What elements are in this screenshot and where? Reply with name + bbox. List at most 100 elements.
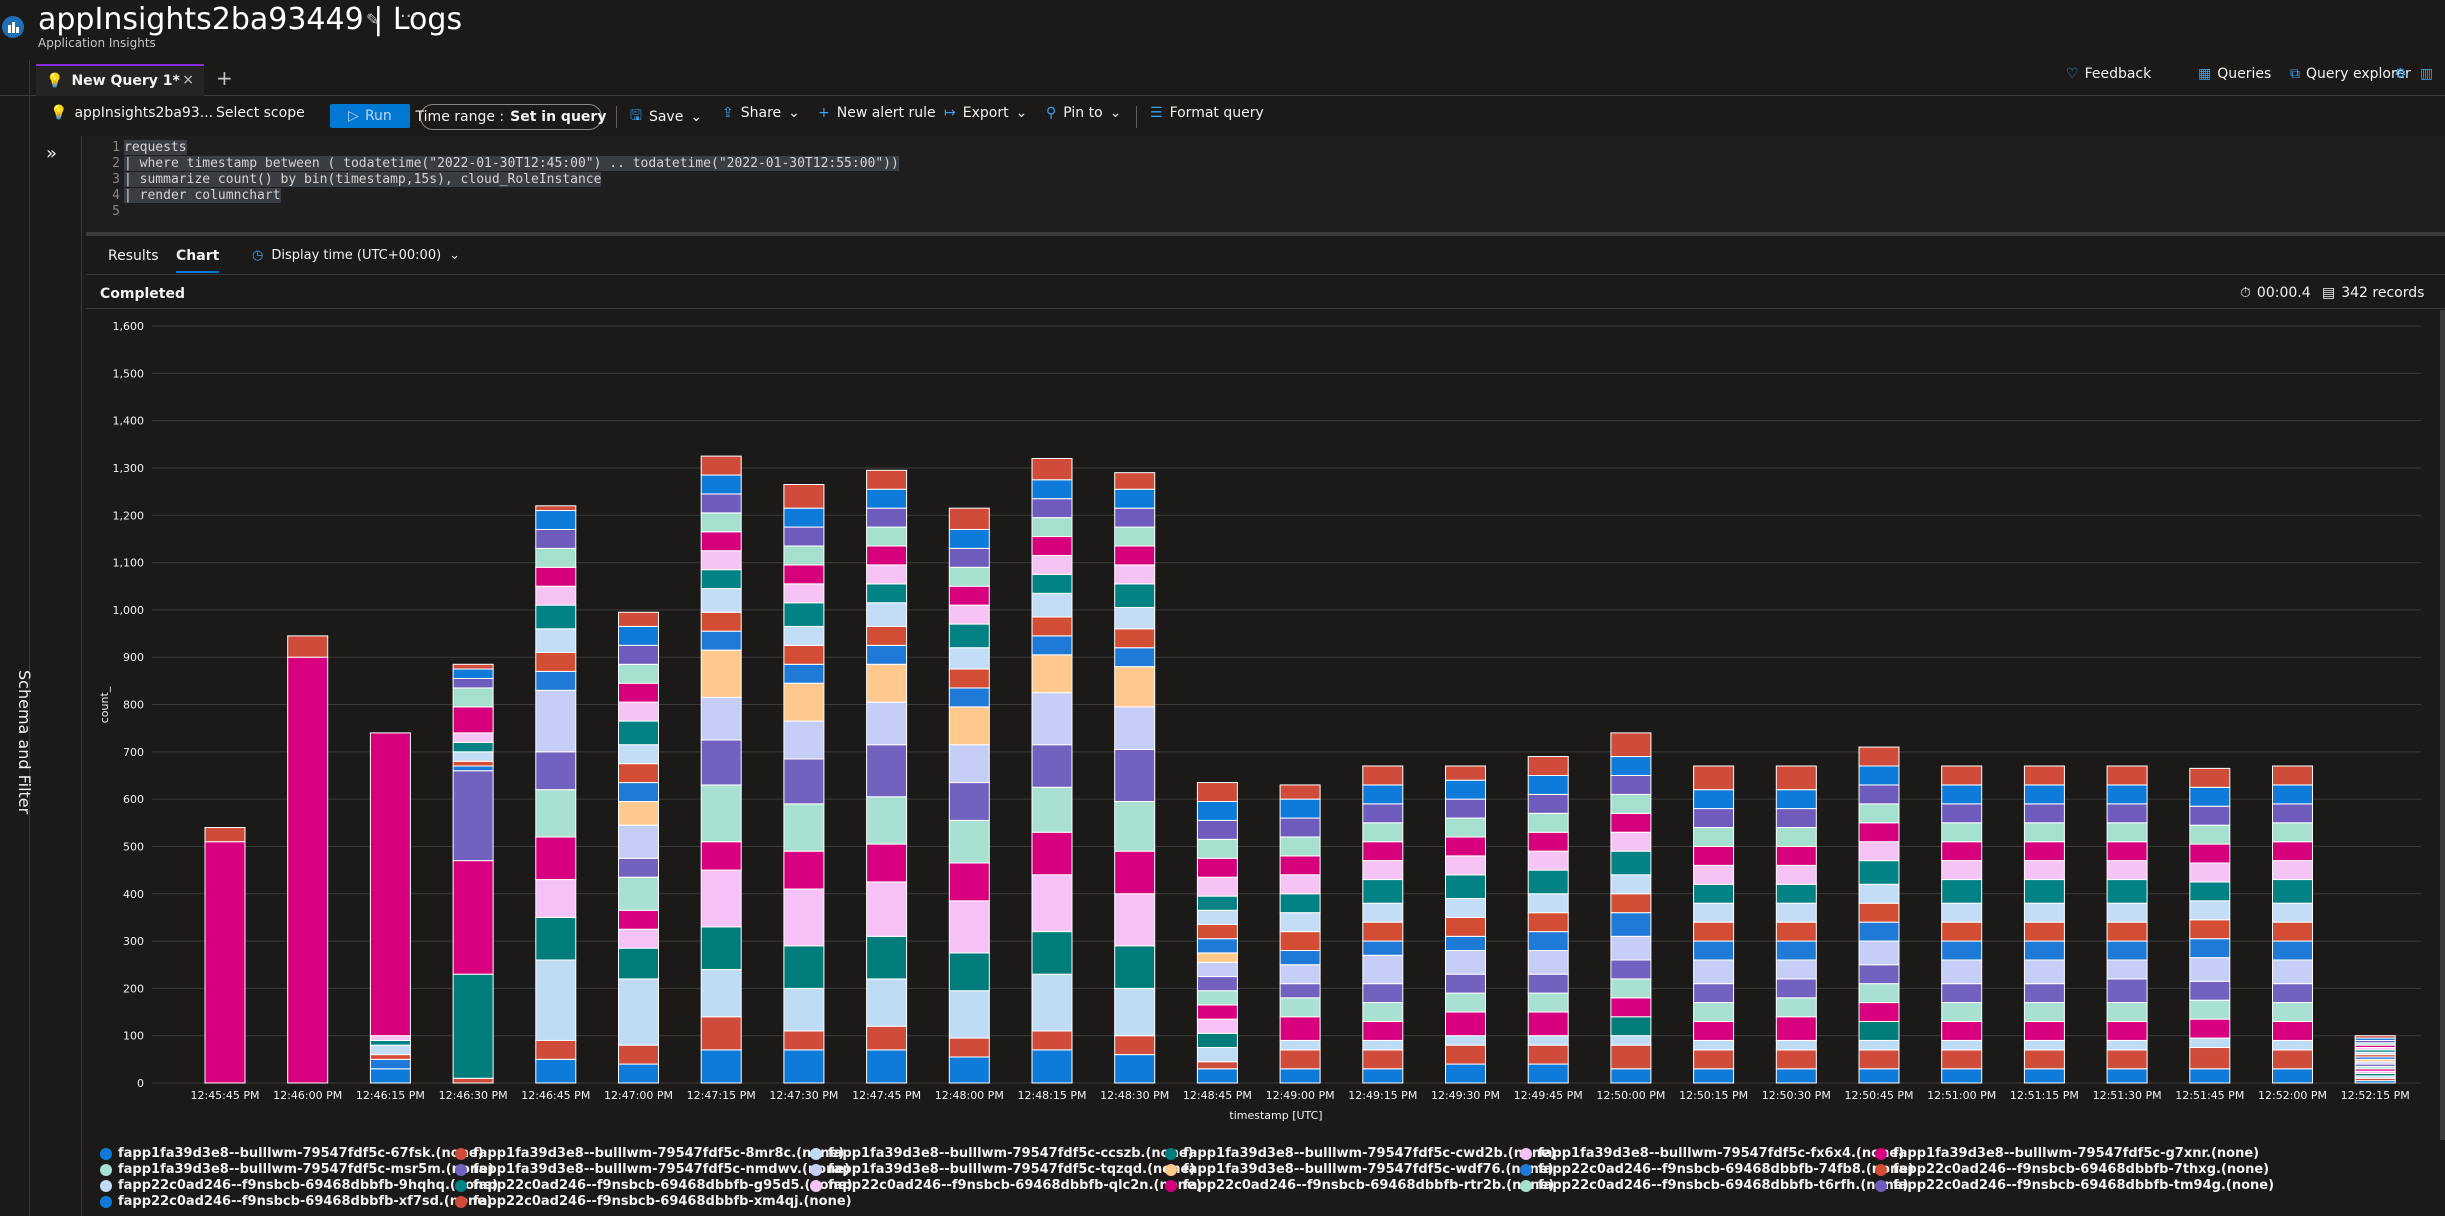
bar-segment	[783, 945, 825, 989]
bar-segment	[287, 635, 329, 658]
bar-segment	[2106, 940, 2148, 961]
bar-segment	[2189, 900, 2231, 921]
save-icon: 🖫	[630, 108, 642, 124]
feedback-button[interactable]: ♡ Feedback	[2066, 66, 2152, 82]
bar-segment	[452, 706, 494, 734]
line-number: 3	[112, 172, 120, 187]
legend-item[interactable]: fapp1fa39d3e8--bulllwm-79547fdf5c-g7xnr.…	[1875, 1146, 2259, 1161]
bar-segment	[783, 850, 825, 890]
legend-label: fapp1fa39d3e8--bulllwm-79547fdf5c-fx6x4.…	[1538, 1146, 1905, 1161]
bar-segment	[2106, 879, 2148, 904]
layout-icon[interactable]: ▥	[2420, 66, 2434, 82]
bar-segment	[2272, 1020, 2313, 1041]
legend-item[interactable]: fapp1fa39d3e8--bulllwm-79547fdf5c-msr5m.…	[100, 1162, 494, 1177]
bar-segment	[1775, 921, 1817, 942]
run-button[interactable]: ▷ Run	[330, 104, 410, 128]
select-scope-link[interactable]: Select scope	[216, 105, 305, 121]
legend-item[interactable]: fapp22c0ad246--f9nsbcb-69468dbbfb-tm94g.…	[1875, 1178, 2274, 1193]
chart-scrollbar[interactable]	[2440, 310, 2445, 1140]
legend-item[interactable]: fapp1fa39d3e8--bulllwm-79547fdf5c-wdf76.…	[1165, 1162, 1554, 1177]
bar-segment	[1858, 1068, 1900, 1084]
bar-segment	[948, 782, 990, 821]
legend-item[interactable]: fapp1fa39d3e8--bulllwm-79547fdf5c-nmdwv.…	[455, 1162, 850, 1177]
bar-segment	[535, 510, 577, 530]
bar-segment	[535, 916, 577, 961]
bar-segment	[700, 569, 742, 590]
bar-segment	[1610, 997, 1652, 1018]
schema-filter-label[interactable]: Schema and Filter	[15, 670, 34, 815]
legend-swatch	[810, 1163, 822, 1176]
query-editor[interactable]: 1 2 3 4 5 requests | where timestamp bet…	[86, 136, 2445, 232]
bar-segment	[1610, 1016, 1652, 1037]
bar-segment	[948, 1037, 990, 1058]
bar-segment	[1279, 836, 1321, 857]
legend-item[interactable]: fapp1fa39d3e8--bulllwm-79547fdf5c-8mr8c.…	[455, 1146, 844, 1161]
bar-segment	[1445, 950, 1486, 975]
bar-segment	[618, 800, 659, 826]
heart-icon: ♡	[2066, 66, 2079, 82]
plus-icon: +	[818, 105, 830, 121]
bar-segment	[1196, 1018, 1238, 1034]
legend-item[interactable]: fapp22c0ad246--f9nsbcb-69468dbbfb-rtr2b.…	[1165, 1178, 1554, 1193]
time-range-picker[interactable]: Time range : Set in query	[416, 104, 606, 130]
format-query-button[interactable]: ☰ Format query	[1150, 105, 1264, 121]
legend-item[interactable]: fapp1fa39d3e8--bulllwm-79547fdf5c-67fsk.…	[100, 1146, 484, 1161]
bar-segment	[948, 623, 990, 649]
legend-item[interactable]: fapp22c0ad246--f9nsbcb-69468dbbfb-t6rfh.…	[1520, 1178, 1908, 1193]
pin-to-button[interactable]: ⚲ Pin to ⌄	[1046, 105, 1122, 121]
legend-item[interactable]: fapp1fa39d3e8--bulllwm-79547fdf5c-ccszb.…	[810, 1146, 1194, 1161]
bar-segment	[618, 763, 659, 784]
query-explorer-button[interactable]: ⧉ Query explorer	[2290, 66, 2411, 82]
scope-selector[interactable]: 💡 appInsights2ba93...	[50, 105, 214, 121]
share-button[interactable]: ⇪ Share ⌄	[722, 105, 800, 121]
new-alert-rule-button[interactable]: + New alert rule	[818, 105, 936, 121]
legend-item[interactable]: fapp22c0ad246--f9nsbcb-69468dbbfb-74fb8.…	[1520, 1162, 1914, 1177]
legend-label: fapp22c0ad246--f9nsbcb-69468dbbfb-xm4qj.…	[473, 1194, 852, 1209]
legend-swatch	[1875, 1147, 1887, 1160]
more-icon[interactable]: ···	[400, 6, 418, 27]
expand-panel-icon[interactable]: »	[46, 143, 58, 164]
bar-segment	[2106, 841, 2148, 862]
bar-segment	[1941, 860, 1983, 881]
bar-segment	[1775, 789, 1817, 810]
tab-new-query-1[interactable]: 💡 New Query 1* ×	[36, 64, 204, 96]
y-tick-label: 100	[123, 1030, 144, 1043]
bar-segment	[1527, 812, 1569, 833]
tab-chart[interactable]: Chart	[176, 248, 220, 273]
bar-segment	[535, 566, 577, 587]
add-tab-button[interactable]: +	[216, 66, 233, 90]
legend-item[interactable]: fapp22c0ad246--f9nsbcb-69468dbbfb-7thxg.…	[1875, 1162, 2269, 1177]
bar-segment	[1693, 765, 1735, 791]
settings-icon[interactable]: ⚙	[2394, 66, 2407, 82]
bar-segment	[1775, 765, 1817, 791]
legend-item[interactable]: fapp22c0ad246--f9nsbcb-69468dbbfb-g95d5.…	[455, 1178, 853, 1193]
export-button[interactable]: ↦ Export ⌄	[944, 105, 1028, 121]
bar-segment	[1031, 498, 1073, 519]
bar-segment	[1196, 1068, 1238, 1084]
bar-segment	[2272, 860, 2313, 881]
legend-item[interactable]: fapp1fa39d3e8--bulllwm-79547fdf5c-tqzqd.…	[810, 1162, 1195, 1177]
legend-item[interactable]: fapp1fa39d3e8--bulllwm-79547fdf5c-fx6x4.…	[1520, 1146, 1904, 1161]
bar-segment	[700, 630, 742, 651]
save-button[interactable]: 🖫 Save ⌄	[630, 105, 702, 129]
bar-segment	[948, 647, 990, 670]
pin-icon[interactable]: ✎	[366, 10, 380, 29]
tab-results[interactable]: Results	[108, 248, 159, 264]
bar-segment	[1445, 1035, 1486, 1046]
queries-button[interactable]: ▦ Queries	[2198, 66, 2272, 82]
legend-item[interactable]: fapp22c0ad246--f9nsbcb-69468dbbfb-9hqhq.…	[100, 1178, 498, 1193]
legend-item[interactable]: fapp22c0ad246--f9nsbcb-69468dbbfb-xm4qj.…	[455, 1194, 852, 1209]
display-time-dropdown[interactable]: ◷ Display time (UTC+00:00) ⌄	[252, 248, 461, 263]
legend-label: fapp1fa39d3e8--bulllwm-79547fdf5c-cwd2b.…	[1183, 1146, 1556, 1161]
y-tick-label: 300	[123, 935, 144, 948]
bar-segment	[452, 741, 494, 753]
legend-item[interactable]: fapp1fa39d3e8--bulllwm-79547fdf5c-cwd2b.…	[1165, 1146, 1556, 1161]
legend-item[interactable]: fapp22c0ad246--f9nsbcb-69468dbbfb-qlc2n.…	[810, 1178, 1202, 1193]
bar-segment	[1693, 845, 1735, 866]
editor-splitter[interactable]	[86, 232, 2445, 236]
legend-item[interactable]: fapp22c0ad246--f9nsbcb-69468dbbfb-xf7sd.…	[100, 1194, 492, 1209]
queries-icon: ▦	[2198, 66, 2212, 82]
close-tab-icon[interactable]: ×	[182, 72, 194, 88]
tab-label: New Query 1*	[71, 73, 180, 89]
bar-segment	[1858, 964, 1900, 985]
